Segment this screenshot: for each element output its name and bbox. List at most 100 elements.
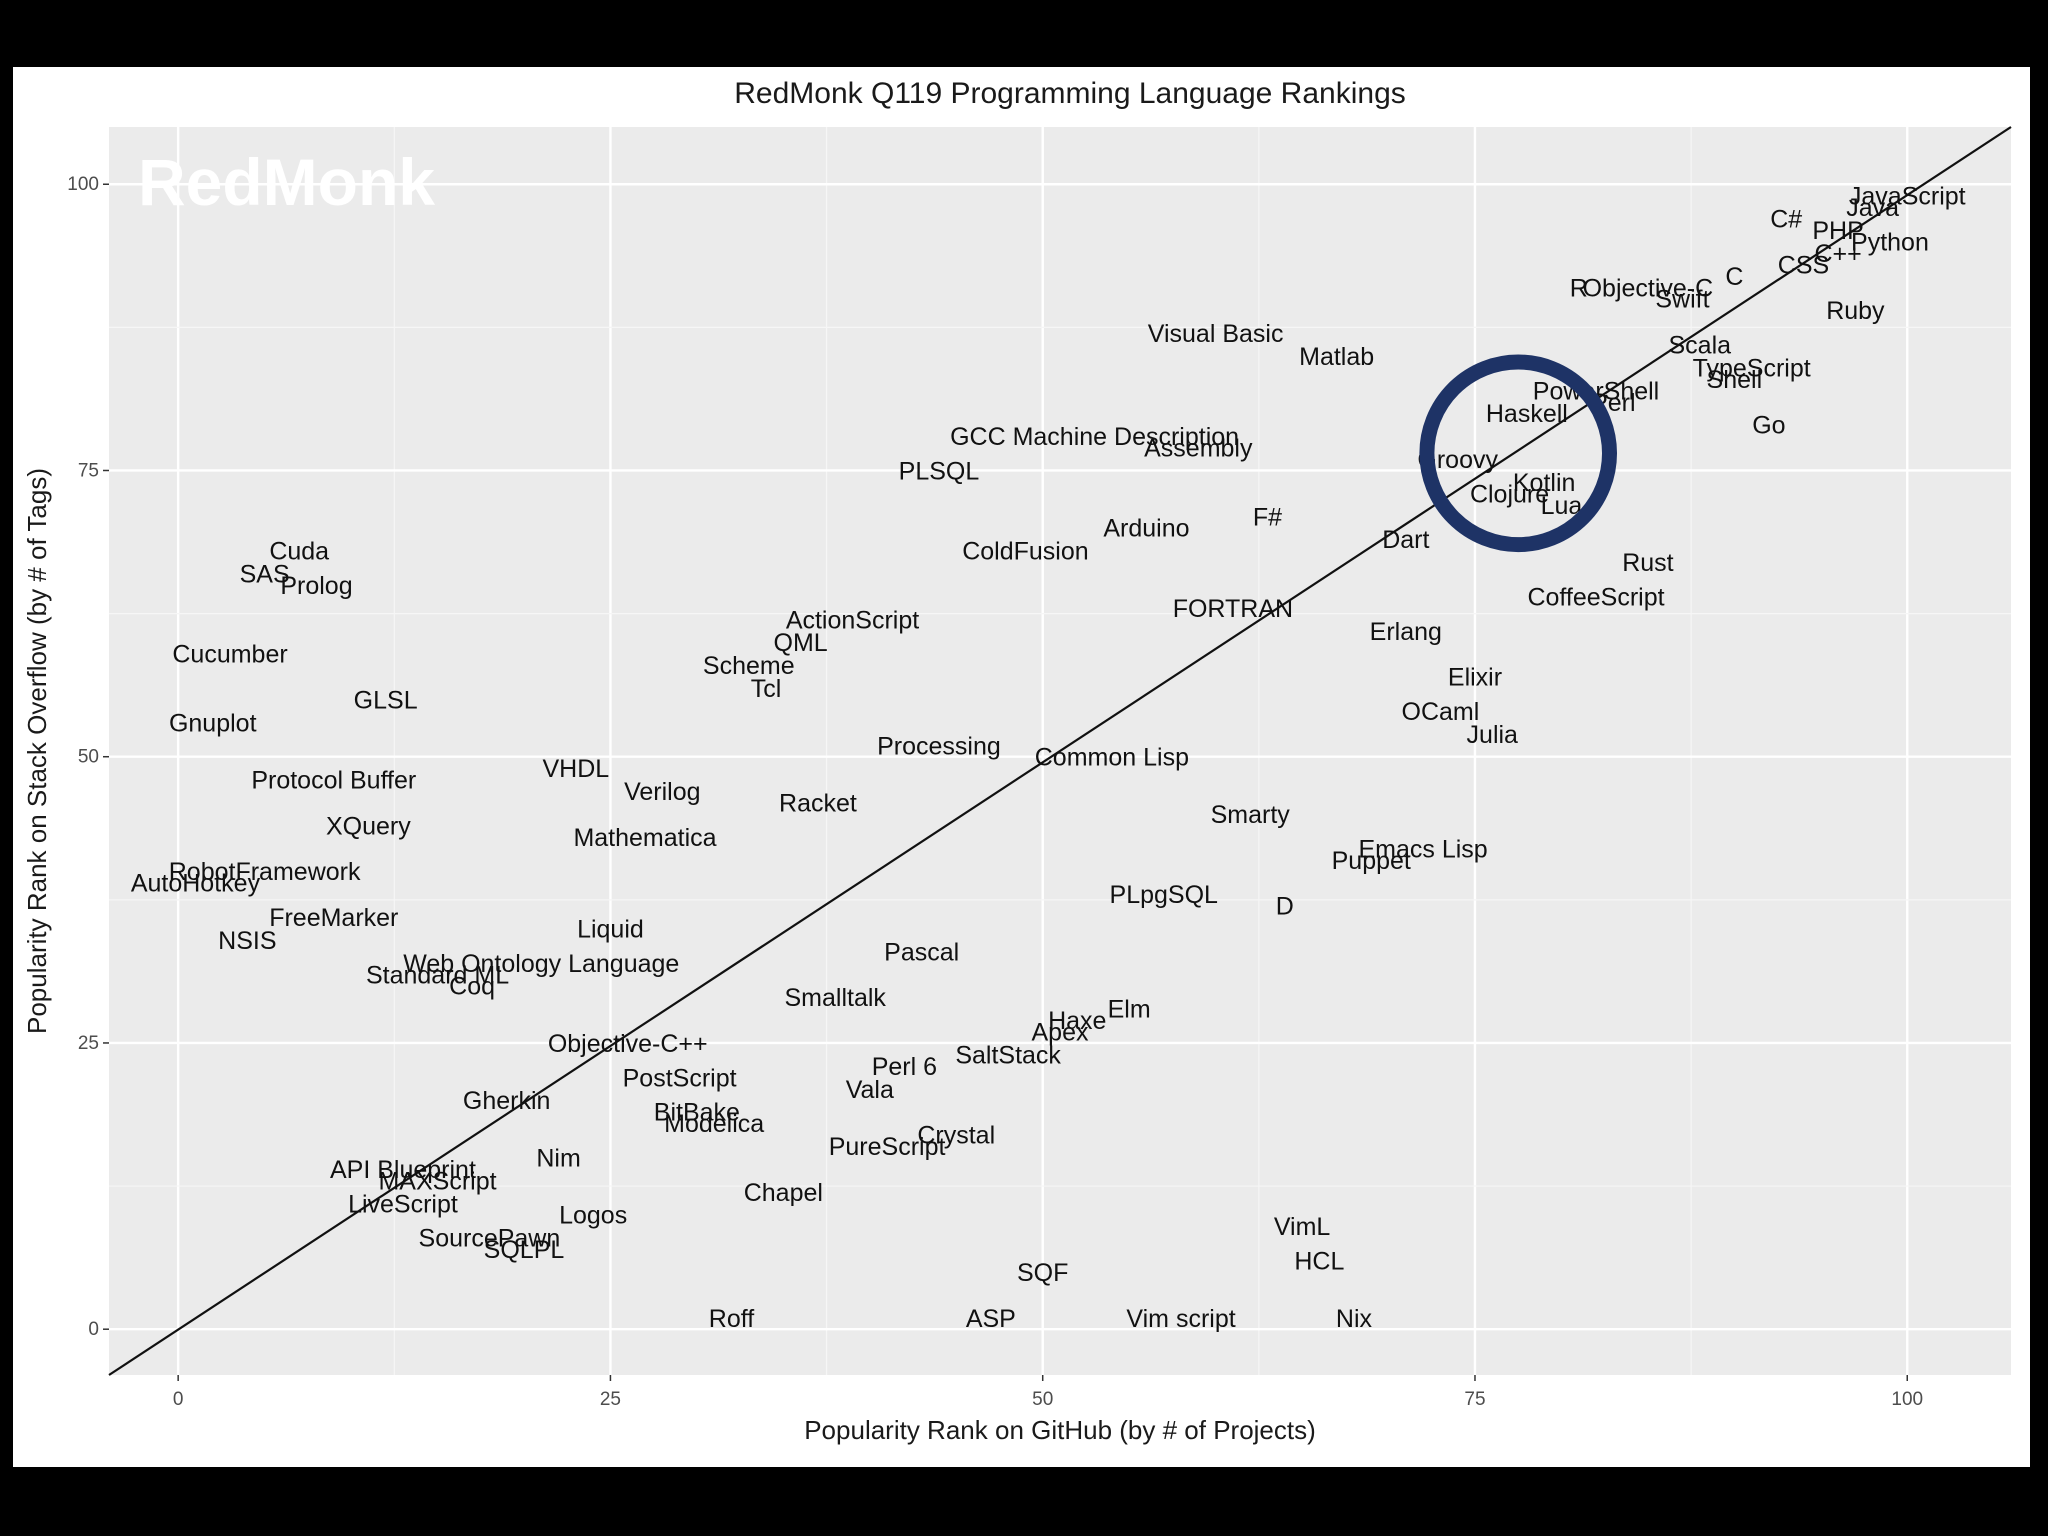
language-label: NSIS: [218, 927, 276, 955]
language-label: Standard ML: [366, 961, 509, 989]
language-label: Common Lisp: [1035, 744, 1189, 772]
redmonk-watermark: RedMonk: [138, 145, 435, 219]
language-label: Roff: [709, 1305, 754, 1333]
reference-line: [108, 126, 2012, 1376]
x-tick-label: 100: [1891, 1389, 1923, 1410]
x-tick-label: 75: [1464, 1389, 1485, 1410]
language-label: TypeScript: [1693, 354, 1811, 382]
y-tick-label: 100: [67, 174, 99, 195]
language-label: Cuda: [269, 538, 329, 566]
language-label: Gnuplot: [169, 709, 257, 737]
language-label: F#: [1253, 503, 1282, 531]
language-label: Elixir: [1448, 664, 1502, 692]
language-label: Go: [1752, 412, 1785, 440]
language-label: MAXScript: [378, 1167, 496, 1195]
language-label: Logos: [559, 1202, 627, 1230]
language-label: CSS: [1778, 251, 1829, 279]
language-label: ColdFusion: [962, 538, 1088, 566]
language-label: QML: [774, 629, 828, 657]
language-label: Visual Basic: [1148, 320, 1284, 348]
language-label: Julia: [1467, 721, 1519, 749]
language-label: Smarty: [1211, 801, 1291, 829]
language-label: PLSQL: [899, 457, 980, 485]
language-label: Puppet: [1332, 847, 1411, 875]
language-label: XQuery: [326, 812, 411, 840]
language-label: Web Ontology Language: [403, 950, 679, 978]
language-label: Apex: [1032, 1019, 1089, 1047]
language-label: PostScript: [623, 1064, 737, 1092]
language-label: Clojure: [1470, 480, 1549, 508]
language-label: Modelica: [664, 1110, 764, 1138]
y-tick-label: 75: [78, 460, 99, 481]
language-label: Scheme: [703, 652, 795, 680]
language-label: Vim script: [1126, 1305, 1235, 1333]
language-label: Nix: [1336, 1305, 1373, 1333]
language-label: RobotFramework: [169, 858, 361, 886]
x-tick-label: 0: [173, 1389, 184, 1410]
language-label: Protocol Buffer: [251, 767, 416, 795]
language-label: OCaml: [1402, 698, 1480, 726]
slide-background: RedMonk Q119 Programming Language Rankin…: [13, 67, 2030, 1467]
highlight-circle: [1419, 354, 1618, 553]
language-label: C++: [1814, 240, 1861, 268]
language-label: PLpgSQL: [1110, 881, 1219, 909]
language-label: AutoHotkey: [131, 870, 261, 898]
y-axis-title: Popularity Rank on Stack Overflow (by # …: [22, 468, 52, 1034]
language-label: Objective-C++: [548, 1030, 708, 1058]
y-tick-label: 25: [78, 1033, 99, 1054]
language-label: Mathematica: [573, 824, 716, 852]
language-label: Haskell: [1486, 400, 1568, 428]
language-label: Kotlin: [1513, 469, 1576, 497]
language-label: Tcl: [751, 675, 782, 703]
language-label: VHDL: [543, 755, 610, 783]
language-label: Shell: [1707, 366, 1763, 394]
language-label: C: [1725, 263, 1743, 291]
chart-title: RedMonk Q119 Programming Language Rankin…: [734, 77, 1406, 110]
language-label: GLSL: [354, 686, 418, 714]
x-tick-label: 50: [1032, 1389, 1053, 1410]
language-label: Smalltalk: [785, 984, 887, 1012]
language-label: Liquid: [577, 915, 644, 943]
language-label: R: [1570, 274, 1588, 302]
language-label: API Blueprint: [330, 1156, 476, 1184]
language-label: Dart: [1382, 526, 1429, 554]
x-axis-title: Popularity Rank on GitHub (by # of Proje…: [804, 1415, 1316, 1445]
language-label: Elm: [1108, 996, 1151, 1024]
y-axis-ticks: 0 25 50 75 100: [67, 174, 109, 1340]
language-label: D: [1276, 893, 1294, 921]
language-label: Assembly: [1144, 435, 1253, 463]
language-label: LiveScript: [348, 1190, 458, 1218]
language-label: Crystal: [917, 1122, 995, 1150]
language-label: Objective-C: [1583, 274, 1714, 302]
language-label: Processing: [877, 732, 1001, 760]
language-label: Prolog: [280, 572, 352, 600]
language-label: Perl 6: [872, 1053, 937, 1081]
language-label: SourcePawn: [419, 1225, 561, 1253]
language-label: SaltStack: [955, 1041, 1061, 1069]
language-label: GCC Machine Description: [950, 423, 1239, 451]
y-tick-label: 50: [78, 747, 99, 768]
language-label: Scala: [1668, 332, 1731, 360]
language-label: Python: [1851, 228, 1929, 256]
language-label: Pascal: [884, 938, 959, 966]
diagonal-reference-line: [108, 126, 2012, 1376]
language-label: CoffeeScript: [1527, 583, 1664, 611]
language-label: Rust: [1622, 549, 1673, 577]
language-label: Erlang: [1370, 618, 1442, 646]
language-label: JavaScript: [1849, 183, 1966, 211]
highlight-ring: [1419, 354, 1618, 553]
language-label: Coq: [449, 973, 495, 1001]
language-label: HCL: [1294, 1248, 1344, 1276]
language-label: ActionScript: [786, 606, 919, 634]
language-label: FORTRAN: [1173, 595, 1293, 623]
grid-lines: [109, 127, 2011, 1375]
language-label: Gherkin: [463, 1087, 551, 1115]
y-tick-label: 0: [88, 1319, 99, 1340]
language-label: Haxe: [1048, 1007, 1106, 1035]
language-label: BitBake: [654, 1099, 740, 1127]
x-axis-ticks: 0 25 50 75 100: [173, 1375, 1923, 1410]
language-label: C#: [1770, 206, 1802, 234]
language-label: SQF: [1017, 1259, 1068, 1287]
language-label: Matlab: [1299, 343, 1374, 371]
